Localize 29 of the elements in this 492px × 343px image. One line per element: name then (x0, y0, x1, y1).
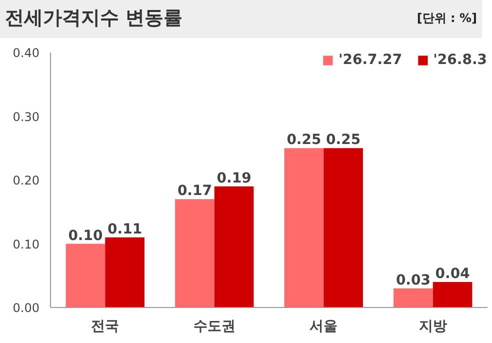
legend-label: '26.8.3 (433, 52, 487, 68)
data-label: 0.04 (435, 266, 470, 282)
bar (214, 186, 254, 308)
chart-title: 전세가격지수 변동률 (5, 6, 183, 32)
bar (105, 237, 144, 308)
data-label: 0.25 (326, 132, 361, 148)
bar (394, 288, 433, 308)
data-label: 0.17 (177, 183, 212, 200)
y-tick-label: 0.40 (12, 46, 40, 60)
y-tick-label: 0.00 (12, 301, 40, 315)
x-tick-label: 서울 (310, 318, 338, 334)
text: [단위 : %] (416, 10, 477, 28)
bar (284, 148, 324, 308)
bar (432, 282, 472, 308)
bar (324, 148, 363, 308)
x-tick-label: 지방 (418, 318, 447, 334)
y-tick-label: 0.20 (12, 174, 40, 188)
x-tick-label: 수도권 (193, 318, 236, 334)
data-label: 0.03 (396, 272, 430, 288)
data-label: 0.19 (216, 170, 252, 186)
data-label: 0.11 (108, 221, 142, 238)
data-label: 0.25 (286, 132, 322, 148)
legend-label: '26.7.27 (338, 52, 402, 68)
bar (66, 244, 106, 308)
bar (175, 199, 214, 308)
y-tick-label: 0.10 (12, 237, 40, 252)
x-tick-label: 전국 (91, 318, 120, 334)
data-label: 0.10 (68, 228, 103, 244)
y-tick-label: 0.30 (12, 110, 40, 124)
